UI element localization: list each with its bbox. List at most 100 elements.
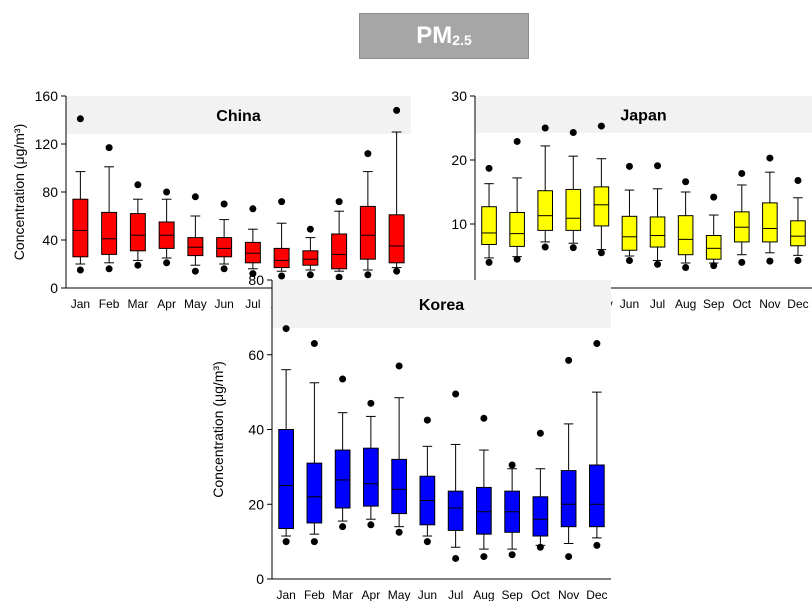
- box-iqr: [101, 211, 118, 255]
- outlier-point-high: [76, 115, 84, 123]
- outlier-point-high: [393, 106, 401, 114]
- outlier-point-low: [654, 260, 662, 268]
- outlier-point-high: [536, 429, 544, 437]
- box-iqr: [278, 429, 294, 530]
- outlier-point-low: [536, 543, 544, 551]
- outlier-point-low: [625, 256, 633, 264]
- x-tick-label: May: [184, 297, 207, 311]
- outlier-point-high: [310, 340, 318, 348]
- panel-title-band: [66, 96, 411, 134]
- outlier-point-high: [335, 198, 343, 206]
- y-tick-label: 120: [35, 136, 59, 152]
- outlier-point-low: [76, 266, 84, 274]
- x-tick-label: Feb: [304, 588, 325, 601]
- outlier-point-high: [423, 416, 431, 424]
- box-iqr: [359, 205, 376, 260]
- panel-title: Korea: [419, 297, 464, 314]
- y-tick-label: 160: [35, 88, 59, 104]
- outlier-point-high: [395, 362, 403, 370]
- outlier-point-low: [306, 271, 314, 279]
- outlier-point-low: [310, 538, 318, 546]
- x-tick-label: Dec: [787, 297, 808, 311]
- x-tick-label: Aug: [675, 297, 696, 311]
- x-tick-label: Sep: [501, 588, 523, 601]
- x-tick-label: Aug: [473, 588, 494, 601]
- outlier-point-high: [508, 461, 516, 469]
- outlier-point-high: [541, 124, 549, 132]
- outlier-point-high: [163, 188, 171, 196]
- x-tick-label: Mar: [332, 588, 353, 601]
- y-tick-label: 80: [248, 272, 264, 288]
- outlier-point-high: [452, 390, 460, 398]
- box-iqr: [129, 213, 146, 252]
- x-tick-label: Feb: [99, 297, 120, 311]
- outlier-point-high: [364, 150, 372, 158]
- outlier-point-low: [565, 553, 573, 561]
- outlier-point-high: [339, 375, 347, 383]
- outlier-point-high: [105, 144, 113, 152]
- y-tick-label: 40: [248, 422, 264, 438]
- x-tick-label: Oct: [732, 297, 751, 311]
- x-tick-label: Oct: [531, 588, 550, 601]
- outlier-point-high: [220, 200, 228, 208]
- outlier-point-low: [393, 267, 401, 275]
- x-tick-label: Jul: [650, 297, 665, 311]
- outlier-point-high: [593, 340, 601, 348]
- outlier-point-low: [485, 258, 493, 266]
- outlier-point-low: [508, 551, 516, 559]
- box-iqr: [481, 206, 497, 245]
- box-iqr: [790, 220, 806, 247]
- outlier-point-low: [738, 258, 746, 266]
- x-tick-label: Nov: [558, 588, 579, 601]
- box-iqr: [273, 247, 290, 269]
- x-tick-label: Jun: [214, 297, 233, 311]
- box-iqr: [363, 447, 379, 507]
- panel-title-band: [475, 96, 812, 133]
- chart-title-box: PM 2.5: [359, 13, 529, 59]
- x-tick-label: May: [388, 588, 411, 601]
- outlier-point-high: [249, 205, 257, 213]
- outlier-point-high: [794, 176, 802, 184]
- outlier-point-high: [513, 137, 521, 145]
- outlier-point-high: [738, 169, 746, 177]
- outlier-point-low: [367, 521, 375, 529]
- outlier-point-low: [766, 257, 774, 265]
- box-iqr: [72, 198, 89, 258]
- x-tick-label: Jan: [71, 297, 90, 311]
- box-iqr: [532, 496, 549, 537]
- outlier-point-high: [306, 225, 314, 233]
- outlier-point-low: [191, 267, 199, 275]
- box-iqr: [331, 233, 348, 270]
- x-tick-label: Sep: [703, 297, 725, 311]
- x-tick-label: Apr: [157, 297, 176, 311]
- outlier-point-high: [282, 325, 290, 333]
- box-iqr: [187, 237, 204, 257]
- outlier-point-high: [682, 178, 690, 186]
- outlier-point-high: [625, 162, 633, 170]
- outlier-point-high: [367, 399, 375, 407]
- outlier-point-low: [105, 265, 113, 273]
- outlier-point-high: [278, 198, 286, 206]
- box-iqr: [216, 237, 233, 258]
- x-tick-label: Apr: [362, 588, 381, 601]
- box-iqr: [677, 215, 694, 256]
- x-tick-label: Jan: [276, 588, 295, 601]
- box-iqr: [621, 215, 638, 251]
- outlier-point-low: [278, 272, 286, 280]
- x-tick-label: Jul: [448, 588, 463, 601]
- x-tick-label: Jun: [418, 588, 437, 601]
- y-tick-label: 40: [42, 232, 58, 248]
- outlier-point-low: [282, 538, 290, 546]
- box-iqr: [560, 470, 577, 528]
- title-subscript: 2.5: [452, 32, 472, 48]
- title-main: PM: [416, 22, 453, 49]
- outlier-point-high: [134, 181, 142, 189]
- outlier-point-high: [480, 414, 488, 422]
- box-iqr: [334, 449, 351, 509]
- outlier-point-low: [597, 249, 605, 257]
- box-iqr: [388, 214, 405, 264]
- box-iqr: [565, 188, 582, 231]
- outlier-point-high: [654, 162, 662, 170]
- box-iqr: [447, 490, 464, 531]
- y-tick-label: 10: [451, 216, 467, 232]
